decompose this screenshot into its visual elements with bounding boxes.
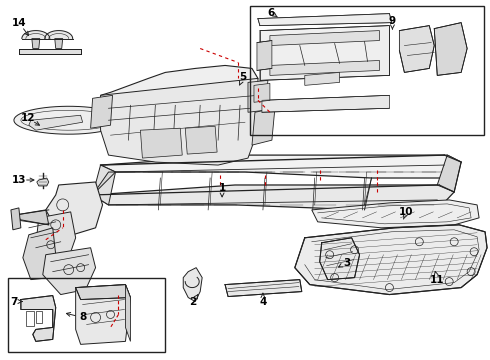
Text: 3: 3 [343,258,350,268]
Text: 8: 8 [79,312,86,323]
Polygon shape [93,172,116,195]
Polygon shape [32,39,40,49]
Polygon shape [185,126,217,154]
Polygon shape [399,26,434,72]
Polygon shape [16,210,49,225]
Polygon shape [75,285,130,345]
Polygon shape [257,41,272,71]
Text: 11: 11 [430,275,444,285]
Polygon shape [319,238,360,280]
Polygon shape [21,296,56,341]
Polygon shape [36,212,75,262]
Text: 6: 6 [267,8,274,18]
Polygon shape [23,228,56,280]
Bar [8,278,165,352]
Polygon shape [270,31,379,45]
Polygon shape [100,66,258,115]
Bar [26,311,34,327]
Polygon shape [45,31,73,39]
Polygon shape [93,165,116,205]
Text: 10: 10 [399,207,414,217]
Polygon shape [11,208,21,230]
Polygon shape [312,200,479,228]
Polygon shape [19,49,81,54]
Polygon shape [141,128,182,158]
Polygon shape [258,14,392,26]
Polygon shape [262,95,390,112]
Text: 9: 9 [389,15,396,26]
Polygon shape [29,115,83,130]
Text: 4: 4 [259,297,267,306]
Text: 2: 2 [190,297,197,306]
Polygon shape [22,31,50,39]
Polygon shape [270,60,379,75]
Polygon shape [43,248,96,294]
Polygon shape [100,155,461,178]
Polygon shape [295,225,487,294]
Polygon shape [37,178,49,186]
Polygon shape [248,80,268,112]
Polygon shape [93,185,454,210]
Bar [250,6,484,135]
Polygon shape [434,23,467,75]
Text: 7: 7 [10,297,18,306]
Polygon shape [183,268,202,302]
Polygon shape [305,72,340,85]
Text: 14: 14 [12,18,26,28]
Polygon shape [225,280,302,297]
Polygon shape [254,84,270,102]
Polygon shape [125,285,130,341]
Polygon shape [75,285,130,300]
Polygon shape [100,78,258,165]
Text: 12: 12 [21,113,35,123]
Polygon shape [91,95,113,128]
Text: 5: 5 [240,72,246,82]
Polygon shape [55,39,63,49]
Polygon shape [14,106,123,134]
Bar [36,311,42,323]
Polygon shape [252,108,275,145]
Text: 13: 13 [12,175,26,185]
Polygon shape [260,26,390,80]
Polygon shape [46,182,102,235]
Polygon shape [437,155,461,192]
Text: 1: 1 [219,183,226,193]
